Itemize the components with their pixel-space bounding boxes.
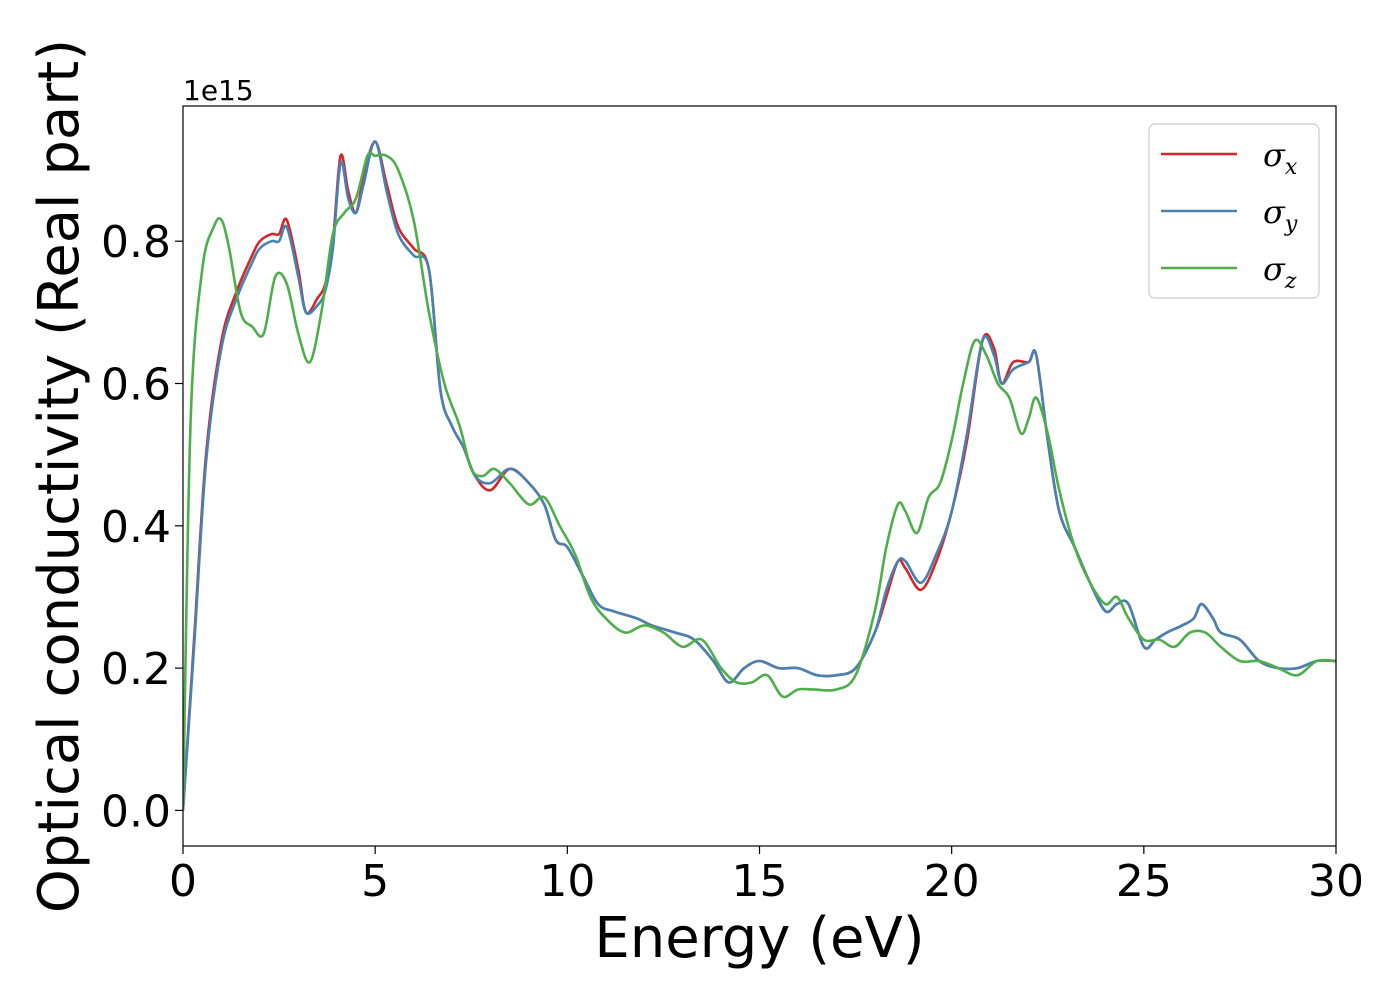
x-tick-label: 10 [539,856,595,907]
x-tick-label: 5 [361,856,389,907]
y-axis-label: Optical conductivity (Real part) [27,39,92,913]
x-tick-label: 15 [732,856,788,907]
legend-subscript-x: x [1285,155,1298,180]
y-axis-ticks: 0.0 0.2 0.4 0.6 0.8 [101,217,183,837]
series-line-sigma-z [183,151,1336,811]
x-tick-label: 0 [169,856,197,907]
x-tick-label: 30 [1308,856,1364,907]
x-axis-ticks: 0 5 10 15 20 25 30 [169,846,1364,907]
y-tick-label: 0.8 [101,217,171,268]
legend-label-x: σx [1263,136,1298,180]
legend-subscript-y: y [1284,212,1298,237]
y-tick-label: 0.0 [101,786,171,837]
y-offset-label: 1e15 [183,74,254,107]
y-tick-label: 0.6 [101,360,171,411]
x-tick-label: 25 [1116,856,1172,907]
legend-subscript-z: z [1284,269,1297,294]
y-tick-label: 0.4 [101,502,171,553]
y-tick-label: 0.2 [101,644,171,695]
x-tick-label: 20 [924,856,980,907]
x-axis-label: Energy (eV) [594,906,924,971]
series-lines [183,140,1336,811]
